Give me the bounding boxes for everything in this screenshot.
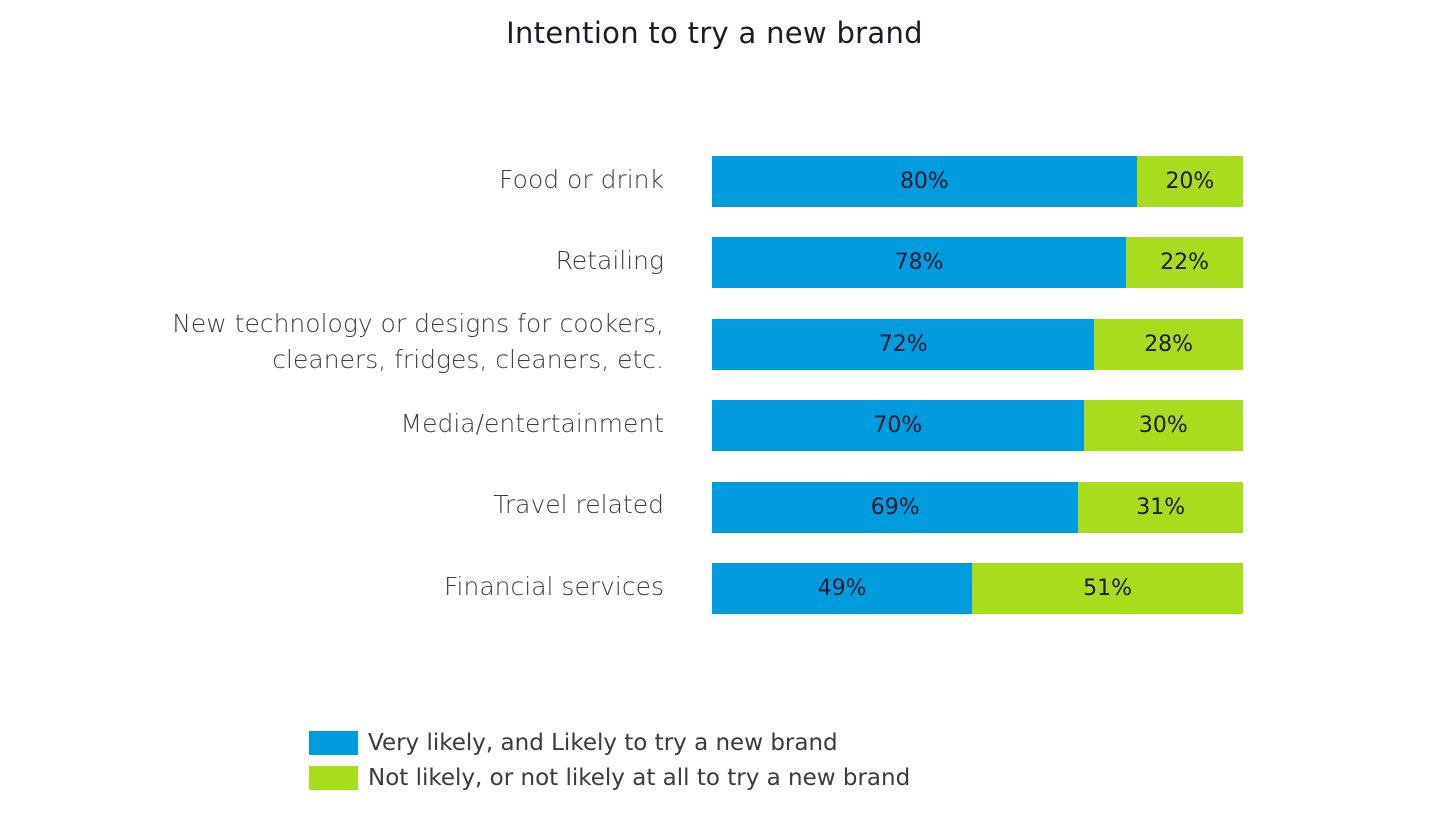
data-label: 20% [1165, 169, 1215, 194]
bar-segment-not-likely: 20% [1136, 156, 1243, 207]
legend-swatch [309, 766, 358, 790]
category-label: New technology or designs for cookers, cl… [172, 309, 664, 375]
legend-item: Very likely, and Likely to try a new bra… [309, 730, 838, 756]
category-label: Food or drink [499, 164, 664, 194]
legend-label: Very likely, and Likely to try a new bra… [368, 730, 838, 756]
data-label: 80% [899, 169, 949, 194]
data-label: 22% [1160, 250, 1210, 276]
data-label: 69% [870, 494, 920, 520]
category-label: Media/entertainment [400, 408, 665, 438]
bar-segment-not-likely: 28% [1094, 318, 1243, 370]
category-label: Travel related [493, 490, 664, 520]
bar-segment-likely: 72% [712, 318, 1095, 370]
bar-segment-likely: 78% [712, 237, 1127, 289]
bar-segment-not-likely: 22% [1126, 237, 1243, 289]
category-label: Financial services [444, 571, 664, 601]
data-label: 49% [817, 576, 867, 601]
data-label: 78% [894, 250, 944, 276]
bar-segment-likely: 49% [712, 563, 973, 614]
bar-segment-likely: 69% [712, 481, 1079, 533]
data-label: 31% [1136, 494, 1186, 520]
category-label: Retailing [555, 245, 664, 275]
bar-segment-not-likely: 51% [972, 563, 1243, 614]
data-label: 30% [1138, 413, 1188, 439]
legend-label: Not likely, or not likely at all to try … [368, 765, 911, 791]
chart-title: Intention to try a new brand [506, 16, 923, 50]
data-label: 72% [878, 331, 928, 357]
bar-segment-not-likely: 31% [1078, 481, 1243, 533]
legend-swatch [309, 731, 358, 755]
legend-item: Not likely, or not likely at all to try … [309, 765, 910, 791]
bar-segment-likely: 80% [712, 156, 1137, 207]
bar-segment-not-likely: 30% [1083, 400, 1243, 452]
data-label: 70% [873, 413, 923, 439]
data-label: 28% [1144, 331, 1194, 357]
bar-segment-likely: 70% [712, 400, 1084, 452]
data-label: 51% [1083, 576, 1133, 601]
